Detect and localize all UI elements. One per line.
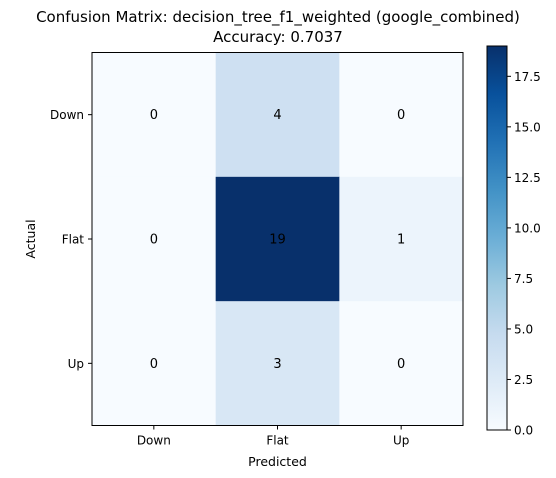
colorbar-tick-label: 17.5 <box>514 70 541 84</box>
heatmap-cell <box>92 301 217 426</box>
colorbar-tick-label: 12.5 <box>514 171 541 185</box>
cell-value-label: 0 <box>150 357 158 372</box>
colorbar <box>486 45 508 431</box>
colorbar-tick-label: 10.0 <box>514 221 541 235</box>
cell-value-label: 19 <box>269 233 286 248</box>
y-axis-ticks: Down Flat Up <box>50 108 92 371</box>
cell-values: 0 4 0 0 19 1 0 3 0 <box>150 108 406 372</box>
cell-value-label: 0 <box>397 108 405 123</box>
heatmap-cell <box>92 52 217 178</box>
x-axis-label: Predicted <box>248 454 307 469</box>
chart-title: Confusion Matrix: decision_tree_f1_weigh… <box>36 8 520 27</box>
x-tick-label: Up <box>393 434 409 448</box>
colorbar-tick-label: 2.5 <box>514 373 533 387</box>
heatmap-cells <box>92 52 464 426</box>
heatmap-cell <box>339 52 464 178</box>
colorbar-tick-label: 0.0 <box>514 424 533 438</box>
y-tick-label: Flat <box>62 233 85 247</box>
x-axis-ticks: Down Flat Up <box>137 425 409 448</box>
y-axis-label: Actual <box>23 219 38 258</box>
heatmap-cell <box>215 176 340 302</box>
x-tick-label: Flat <box>266 434 289 448</box>
cell-value-label: 1 <box>397 233 405 248</box>
heatmap-cell <box>339 301 464 426</box>
colorbar-tick-label: 7.5 <box>514 272 533 286</box>
heatmap-cell <box>215 301 340 426</box>
cell-value-label: 0 <box>150 233 158 248</box>
x-tick-label: Down <box>137 434 171 448</box>
cell-value-label: 0 <box>397 357 405 372</box>
cell-value-label: 4 <box>273 108 281 123</box>
y-tick-label: Up <box>68 357 84 371</box>
heatmap-cell <box>339 176 464 302</box>
colorbar-ticks: 0.0 2.5 5.0 7.5 10.0 12.5 15.0 17.5 <box>507 70 541 438</box>
cell-value-label: 3 <box>273 357 281 372</box>
colorbar-tick-label: 15.0 <box>514 120 541 134</box>
colorbar-tick-label: 5.0 <box>514 322 533 336</box>
y-tick-label: Down <box>50 108 84 122</box>
chart-subtitle: Accuracy: 0.7037 <box>213 28 343 46</box>
heatmap-cell <box>215 52 340 178</box>
cell-value-label: 0 <box>150 108 158 123</box>
heatmap-cell <box>92 176 217 302</box>
